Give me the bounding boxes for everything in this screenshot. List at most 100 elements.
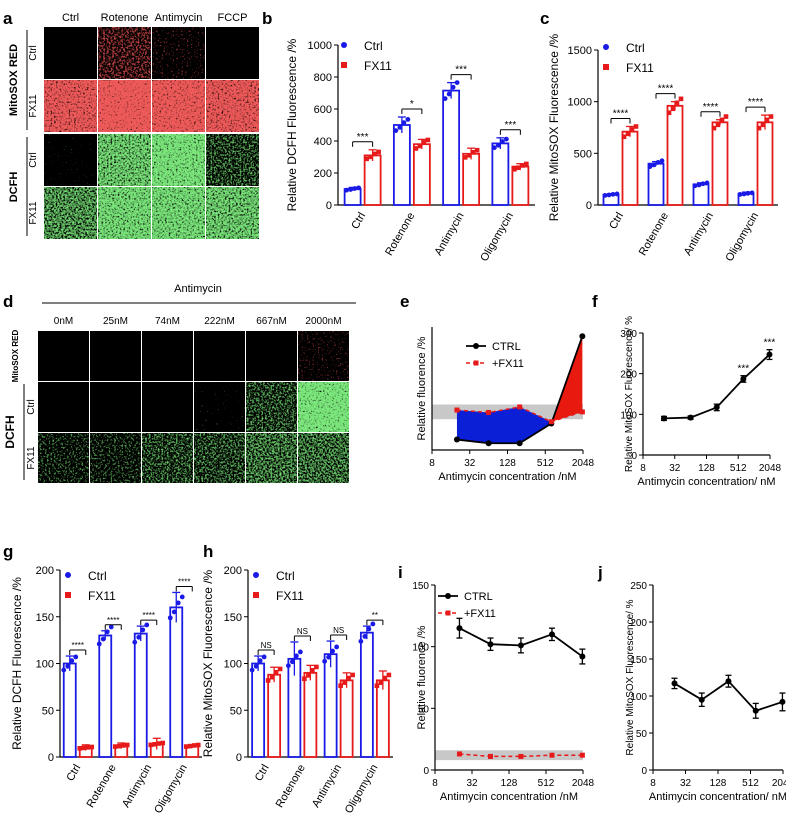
x-tick-label: 8: [640, 463, 646, 474]
significance-label: ***: [455, 65, 467, 76]
data-point: [745, 190, 751, 196]
row-label-fx11: FX11: [26, 446, 37, 470]
data-point: [124, 742, 130, 748]
significance-label: ****: [748, 97, 764, 108]
bar-ctrl: [491, 142, 510, 206]
data-point: [719, 117, 725, 123]
data-point: [651, 162, 657, 168]
data-point: [366, 626, 372, 632]
panel-label-b: b: [262, 9, 272, 28]
data-point: [116, 743, 122, 749]
data-point: [760, 122, 766, 128]
data-point: [364, 156, 369, 162]
data-point: [764, 117, 770, 123]
legend-marker-fx11: [445, 610, 451, 616]
data-point: [261, 654, 267, 660]
bar-fx11: [375, 679, 390, 758]
y-axis-label: Relative fluorence /%: [416, 336, 428, 440]
micrograph-tile: [38, 433, 89, 483]
micrograph-tile: [38, 331, 89, 381]
bar-ctrl: [647, 162, 665, 206]
data-point: [621, 134, 627, 140]
data-point: [723, 114, 729, 119]
panel-label-i: i: [398, 563, 403, 582]
data-point: [257, 658, 263, 664]
micrograph-tile: [38, 382, 89, 432]
significance-label: ***: [505, 120, 517, 131]
micrograph-tile: [90, 331, 141, 381]
data-point: [413, 146, 419, 151]
x-axis-label: Antimycin concentration/ nM: [637, 476, 775, 488]
data-point: [417, 143, 423, 149]
data-point: [65, 663, 71, 669]
data-point: [655, 160, 661, 165]
data-point: [520, 163, 525, 168]
data-point: [368, 154, 373, 160]
y-tick-label: 150: [36, 612, 54, 624]
y-tick-label: 500: [574, 148, 592, 160]
x-category-label: Oligomycin: [478, 211, 516, 264]
area-fx11-above: [456, 406, 552, 444]
panel-d-title: Antimycin: [174, 283, 222, 295]
data-point: [741, 191, 747, 197]
data-point: [766, 351, 773, 358]
legend-marker-ctrl: [65, 572, 71, 578]
data-point: [302, 676, 307, 682]
x-tick-label: 128: [710, 778, 727, 789]
data-point: [405, 117, 411, 122]
data-point: [393, 128, 399, 134]
data-point: [470, 149, 476, 155]
data-point: [579, 752, 585, 758]
x-category-label: Antimycin: [682, 211, 716, 258]
x-tick-label: 8: [650, 778, 656, 789]
data-point: [671, 680, 678, 687]
y-tick-label: 0: [236, 752, 242, 764]
data-point: [96, 641, 102, 647]
y-tick-label: 600: [314, 104, 332, 116]
data-point: [488, 753, 493, 759]
data-point: [647, 164, 653, 169]
data-point: [486, 409, 492, 415]
micrograph-tile: [246, 433, 297, 483]
data-point: [517, 404, 523, 410]
y-axis-label: Relative MitoSOX Fluorescence /%: [547, 33, 561, 221]
panel-label-a: a: [3, 9, 13, 28]
data-point: [512, 166, 517, 172]
data-point: [69, 658, 75, 664]
data-point: [456, 751, 462, 757]
data-point: [85, 745, 91, 750]
significance-label: ***: [738, 364, 750, 375]
bar-fx11: [666, 104, 684, 206]
x-tick-label: 32: [669, 463, 681, 474]
data-point: [136, 634, 142, 640]
data-point: [156, 741, 162, 746]
data-point: [348, 187, 354, 192]
x-category-label: Oligomycin: [724, 211, 762, 264]
data-point: [474, 147, 480, 153]
y-tick-label: 0: [326, 200, 332, 212]
legend-label-ctrl: Ctrl: [276, 569, 295, 583]
y-tick-label: 0: [641, 766, 647, 777]
bar-fx11: [339, 679, 354, 758]
y-tick-label: 200: [224, 565, 242, 577]
data-point: [372, 151, 377, 157]
bar-fx11: [412, 143, 431, 206]
panel-label-c: c: [540, 9, 549, 28]
legend-marker-ctrl: [603, 44, 609, 50]
data-point: [342, 680, 347, 685]
micrograph-tile: [98, 134, 151, 186]
legend-label-fx11: FX11: [626, 61, 654, 75]
legend-label-ctrl: Ctrl: [364, 39, 383, 53]
significance-label: NS: [261, 641, 272, 650]
row-label-fx11: FX11: [28, 94, 39, 118]
bar-ctrl: [359, 631, 374, 758]
data-point: [548, 631, 555, 638]
x-category-label: Oligomycin: [152, 763, 190, 815]
data-point: [350, 672, 355, 678]
data-point: [456, 625, 463, 632]
legend-marker-fx11: [253, 592, 259, 598]
panel-label-h: h: [203, 542, 213, 561]
data-point: [269, 674, 275, 680]
y-tick-label: 200: [620, 370, 637, 381]
significance-label: **: [372, 611, 378, 620]
